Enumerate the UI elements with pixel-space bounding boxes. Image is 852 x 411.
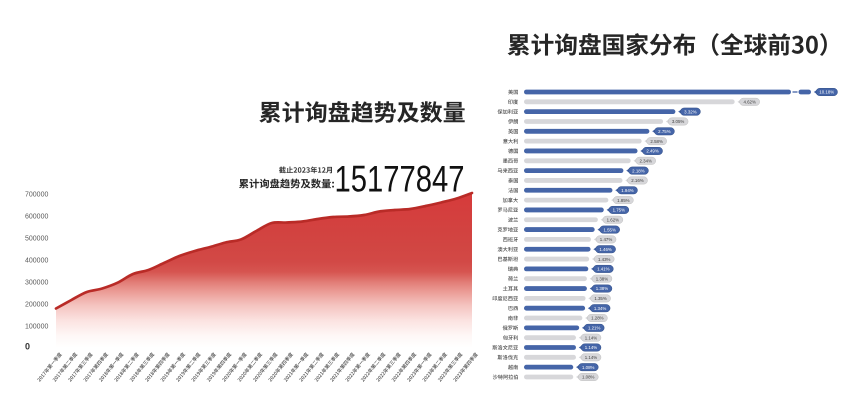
svg-text:2.16%: 2.16% <box>631 178 644 183</box>
svg-text:400000: 400000 <box>25 257 48 264</box>
svg-text:1.14%: 1.14% <box>585 355 598 360</box>
svg-text:2.58%: 2.58% <box>650 139 663 144</box>
svg-text:1.08%: 1.08% <box>582 365 595 370</box>
svg-text:1.62%: 1.62% <box>607 217 620 222</box>
svg-text:1.21%: 1.21% <box>588 326 601 331</box>
svg-text:1.85%: 1.85% <box>617 198 630 203</box>
svg-text:1.43%: 1.43% <box>598 257 611 262</box>
svg-text:700000: 700000 <box>25 191 48 198</box>
svg-text:10.18%: 10.18% <box>819 90 834 95</box>
svg-text:1.55%: 1.55% <box>603 227 616 232</box>
svg-text:1.28%: 1.28% <box>591 316 604 321</box>
svg-text:1.35%: 1.35% <box>594 296 607 301</box>
svg-text:1.75%: 1.75% <box>613 208 626 213</box>
svg-text:0: 0 <box>25 342 30 352</box>
svg-text:2.75%: 2.75% <box>658 129 671 134</box>
svg-text:500000: 500000 <box>25 235 48 242</box>
svg-text:1.38%: 1.38% <box>596 276 609 281</box>
svg-text:1.34%: 1.34% <box>594 306 607 311</box>
svg-text:600000: 600000 <box>25 213 48 220</box>
svg-text:2.34%: 2.34% <box>639 158 652 163</box>
svg-text:3.05%: 3.05% <box>672 119 685 124</box>
svg-text:1.08%: 1.08% <box>582 375 595 380</box>
svg-text:3.32%: 3.32% <box>684 109 697 114</box>
svg-text:1.14%: 1.14% <box>585 345 598 350</box>
svg-text:1.94%: 1.94% <box>621 188 634 193</box>
svg-text:1.46%: 1.46% <box>599 247 612 252</box>
svg-text:15177847: 15177847 <box>335 158 465 200</box>
svg-text:1.47%: 1.47% <box>600 237 613 242</box>
svg-text:300000: 300000 <box>25 279 48 286</box>
svg-text:100000: 100000 <box>25 323 48 330</box>
svg-text:1.38%: 1.38% <box>596 286 609 291</box>
svg-text:2.18%: 2.18% <box>632 168 645 173</box>
svg-text:1.41%: 1.41% <box>597 267 610 272</box>
svg-text:1.14%: 1.14% <box>585 335 598 340</box>
svg-text:4.62%: 4.62% <box>743 100 756 105</box>
svg-text:2.49%: 2.49% <box>646 149 659 154</box>
svg-text:200000: 200000 <box>25 301 48 308</box>
